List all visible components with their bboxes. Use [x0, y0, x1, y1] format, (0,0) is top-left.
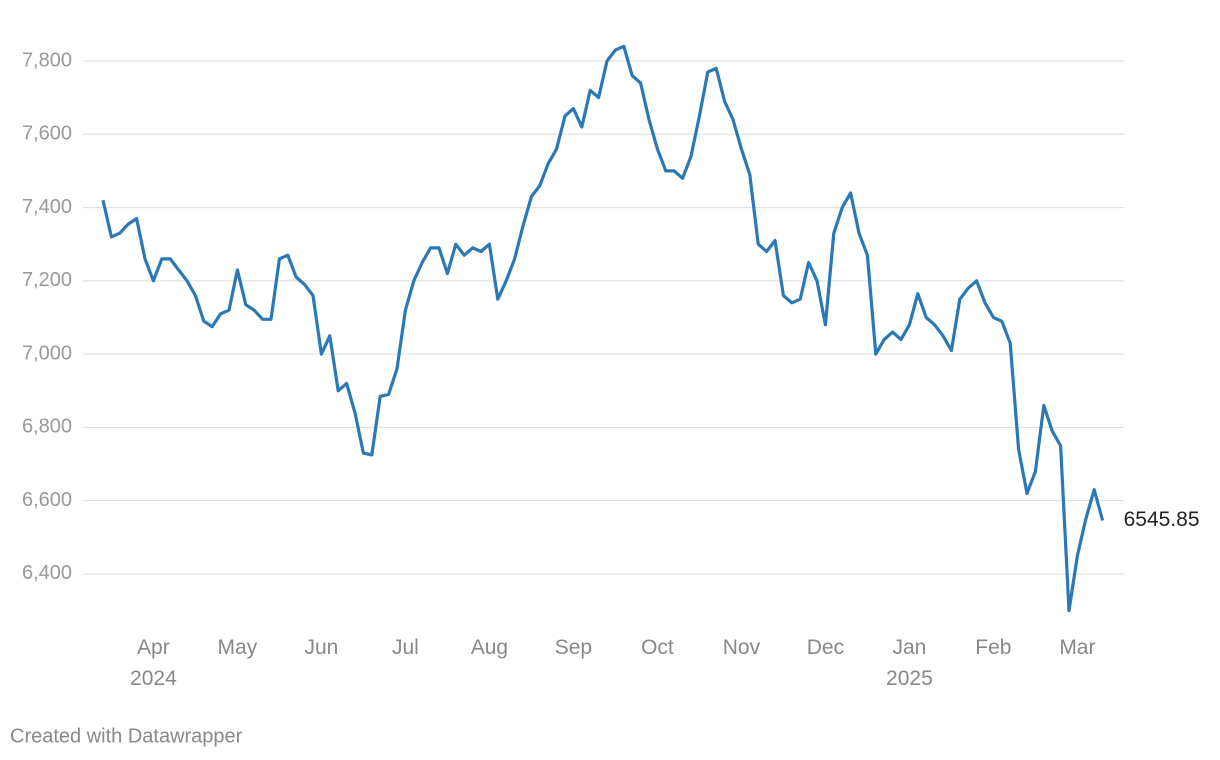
x-tick-label: Apr 2024 [130, 636, 177, 690]
x-tick-label: Nov [723, 636, 761, 659]
y-tick-label: 7,600 [22, 123, 72, 145]
x-tick-label: Jan 2025 [886, 636, 933, 690]
x-tick-label: May [218, 636, 258, 659]
y-tick-label: 6,600 [22, 489, 72, 511]
x-tick-label: Dec [807, 636, 844, 659]
line [101, 44, 1105, 613]
x-tick-label: Jul [392, 636, 419, 659]
x-tick-label: Jun [304, 636, 338, 659]
x-tick-label: Feb [975, 636, 1011, 659]
y-tick-label: 7,000 [22, 342, 72, 364]
x-tick-label: Mar [1059, 636, 1095, 659]
x-tick-label: Sep [555, 636, 592, 659]
last-value-label: 6545.85 [1124, 508, 1200, 531]
y-tick-label: 7,400 [22, 196, 72, 218]
y-tick-label: 6,400 [22, 562, 72, 584]
y-tick-label: 6,800 [22, 416, 72, 438]
x-tick-label: Oct [641, 636, 674, 659]
footer: Created with Datawrapper [10, 725, 243, 747]
y-tick-label: 7,200 [22, 269, 72, 291]
y-tick-label: 7,800 [22, 49, 72, 71]
x-tick-label: Aug [471, 636, 508, 659]
